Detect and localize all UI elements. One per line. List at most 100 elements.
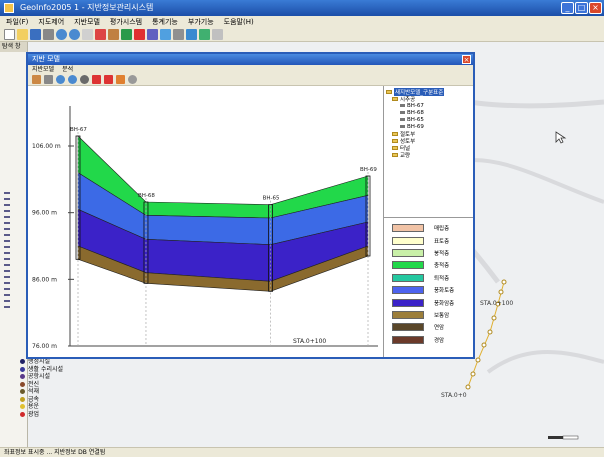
y-tick-label: 76.00 m [32, 343, 57, 350]
fit-icon[interactable] [80, 75, 89, 84]
legend-row: 보통암 [392, 309, 473, 321]
profile-body: 106.00 m 96.00 m 86.00 m 76.00 m BH-67 BH-68 B… [28, 86, 473, 357]
legend-dot [20, 396, 25, 402]
menu-bar: 파일(F) 지도제어 지반모델 평가시스템 통계기능 부가기능 도움말(H) [0, 16, 604, 28]
menu-map-control[interactable]: 지도제어 [38, 18, 65, 26]
pencil-icon[interactable] [95, 29, 106, 40]
layer-legend: 매립층 표토층 붕적층 충적층 퇴적층 풍화토층 풍화암층 보통암 연암 경암 [383, 217, 473, 357]
print-icon[interactable] [43, 29, 54, 40]
grid-icon[interactable] [186, 29, 197, 40]
legend-row: 퇴적층 [392, 272, 473, 284]
menu-help[interactable]: 도움말(H) [223, 18, 254, 26]
legend-row: 경암 [392, 334, 473, 346]
maximize-button[interactable]: □ [575, 2, 588, 14]
print-icon[interactable] [44, 75, 53, 84]
tree-item-bh69[interactable]: BH-69 [386, 123, 471, 130]
close-button[interactable]: × [589, 2, 602, 14]
layer-checklist[interactable] [4, 192, 10, 312]
map-legend-item: 전신 [20, 381, 63, 389]
profile-window-titlebar: 지반 모델 × [28, 54, 473, 65]
map-legend-item: 생활 수리시설 [20, 366, 63, 374]
flag-icon[interactable] [104, 75, 113, 84]
minimize-button[interactable]: _ [561, 2, 574, 14]
app-title: GeoInfo2005 1 - 지반정보관리시스템 [20, 3, 154, 12]
new-icon[interactable] [4, 29, 15, 40]
open-icon[interactable] [17, 29, 28, 40]
legend-dot [20, 411, 25, 417]
profile-menu-bar: 지반모델 분석 [28, 65, 473, 74]
pointer-icon[interactable] [116, 75, 125, 84]
map-legend-item: 금속 [20, 396, 63, 404]
profile-close-button[interactable]: × [462, 55, 471, 64]
legend-label: 퇴적층 [434, 275, 450, 282]
legend-dot [20, 359, 25, 365]
profile-window-title: 지반 모델 [32, 55, 60, 63]
menu-statistics[interactable]: 통계기능 [152, 18, 178, 26]
borehole-icon [400, 125, 405, 128]
layer-icon[interactable] [121, 29, 132, 40]
chart-icon[interactable] [199, 29, 210, 40]
menu-ground-model[interactable]: 지반모델 [74, 18, 100, 26]
zoom-in-icon[interactable] [56, 75, 65, 84]
borehole-column [75, 135, 81, 260]
marker-icon[interactable] [92, 75, 101, 84]
legend-swatch [392, 286, 424, 295]
legend-swatch [392, 224, 424, 233]
tree-item-fill[interactable]: 성토부 [386, 137, 471, 145]
profile-window: 지반 모델 × 지반모델 분석 106.00 m 96.00 m 86.00 m 76… [26, 52, 475, 359]
settings-icon[interactable] [212, 29, 223, 40]
tree-item-label: 터널 [400, 145, 411, 152]
zoom-out-icon[interactable] [69, 29, 80, 40]
info-icon[interactable] [160, 29, 171, 40]
tree-item-label: BH-68 [407, 109, 424, 116]
folder-icon [392, 131, 398, 136]
legend-row: 풍화토층 [392, 284, 473, 296]
chart-icon[interactable] [32, 75, 41, 84]
station-label: STA.0+100 [293, 338, 326, 345]
y-tick-label: 106.00 m [32, 143, 61, 150]
legend-label: 석재 [28, 388, 40, 395]
menu-evaluation[interactable]: 평가시스템 [109, 18, 143, 26]
tree-item-bh68[interactable]: BH-68 [386, 109, 471, 116]
legend-label: 충적층 [434, 263, 450, 270]
zoom-in-icon[interactable] [56, 29, 67, 40]
legend-label: 연암 [434, 325, 445, 332]
legend-swatch [392, 273, 424, 282]
measure-icon[interactable] [108, 29, 119, 40]
tree-item-tunnel[interactable]: 터널 [386, 144, 471, 152]
legend-row: 표토층 [392, 234, 473, 246]
legend-label: 행정시설 [28, 358, 51, 365]
map-legend-item: 용운 [20, 403, 63, 411]
legend-label: 붕적층 [434, 250, 450, 257]
settings-icon[interactable] [128, 75, 137, 84]
profile-toolbar [28, 74, 473, 86]
pan-icon[interactable] [82, 29, 93, 40]
legend-swatch [392, 236, 424, 245]
profile-menu-analysis[interactable]: 분석 [62, 66, 74, 73]
profile-menu-model[interactable]: 지반모델 [32, 66, 55, 73]
marker-icon[interactable] [134, 29, 145, 40]
menu-file[interactable]: 파일(F) [6, 18, 29, 26]
menu-extra[interactable]: 부가기능 [187, 18, 214, 26]
tree-root[interactable]: 새지반모델_구분표준 [386, 87, 471, 96]
tree-item-cut[interactable]: 절토부 [386, 130, 471, 138]
map-legend: 행정시설 생활 수리시설 공항시설 전신 석재 금속 용운 광업 [20, 358, 63, 418]
select-icon[interactable] [147, 29, 158, 40]
tree-item-bridge[interactable]: 교량 [386, 151, 471, 159]
legend-row: 매립층 [392, 222, 473, 234]
legend-swatch [392, 248, 424, 257]
refresh-icon[interactable] [173, 29, 184, 40]
tree-item-bh67[interactable]: BH-67 [386, 102, 471, 109]
tree-item-bh65[interactable]: BH-65 [386, 116, 471, 123]
legend-label: 금속 [28, 395, 40, 403]
borehole-icon [400, 111, 405, 114]
borehole-icon [400, 118, 405, 121]
legend-row: 붕적층 [392, 247, 473, 259]
legend-dot [20, 366, 25, 372]
save-icon[interactable] [30, 29, 41, 40]
profile-chart[interactable]: 106.00 m 96.00 m 86.00 m 76.00 m BH-67 BH-68 B… [28, 86, 383, 357]
legend-dot [20, 381, 25, 387]
zoom-out-icon[interactable] [68, 75, 77, 84]
status-bar: 좌표정보 표시중 ... 지반정보 DB 연결됨 [0, 447, 604, 457]
tree-group[interactable]: 시추공 [386, 95, 471, 103]
